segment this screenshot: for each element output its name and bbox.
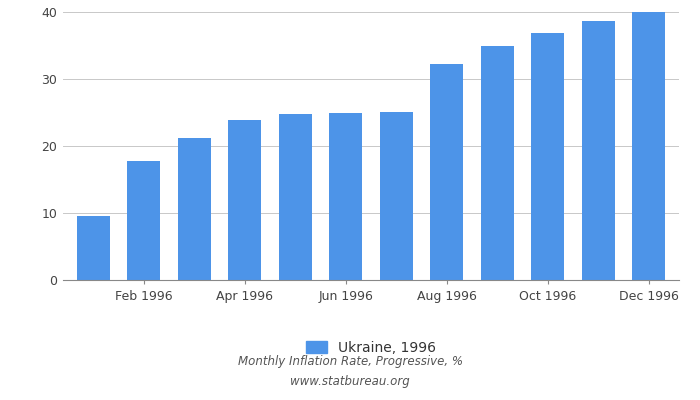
- Bar: [582, 21, 615, 280]
- Bar: [77, 216, 110, 280]
- Bar: [481, 46, 514, 280]
- Bar: [380, 112, 413, 280]
- Bar: [632, 12, 665, 280]
- Bar: [178, 138, 211, 280]
- Bar: [329, 113, 362, 280]
- Text: Monthly Inflation Rate, Progressive, %: Monthly Inflation Rate, Progressive, %: [237, 356, 463, 368]
- Bar: [228, 120, 261, 280]
- Bar: [430, 64, 463, 280]
- Text: www.statbureau.org: www.statbureau.org: [290, 376, 410, 388]
- Bar: [531, 34, 564, 280]
- Bar: [127, 162, 160, 280]
- Bar: [279, 114, 312, 280]
- Legend: Ukraine, 1996: Ukraine, 1996: [306, 340, 436, 354]
